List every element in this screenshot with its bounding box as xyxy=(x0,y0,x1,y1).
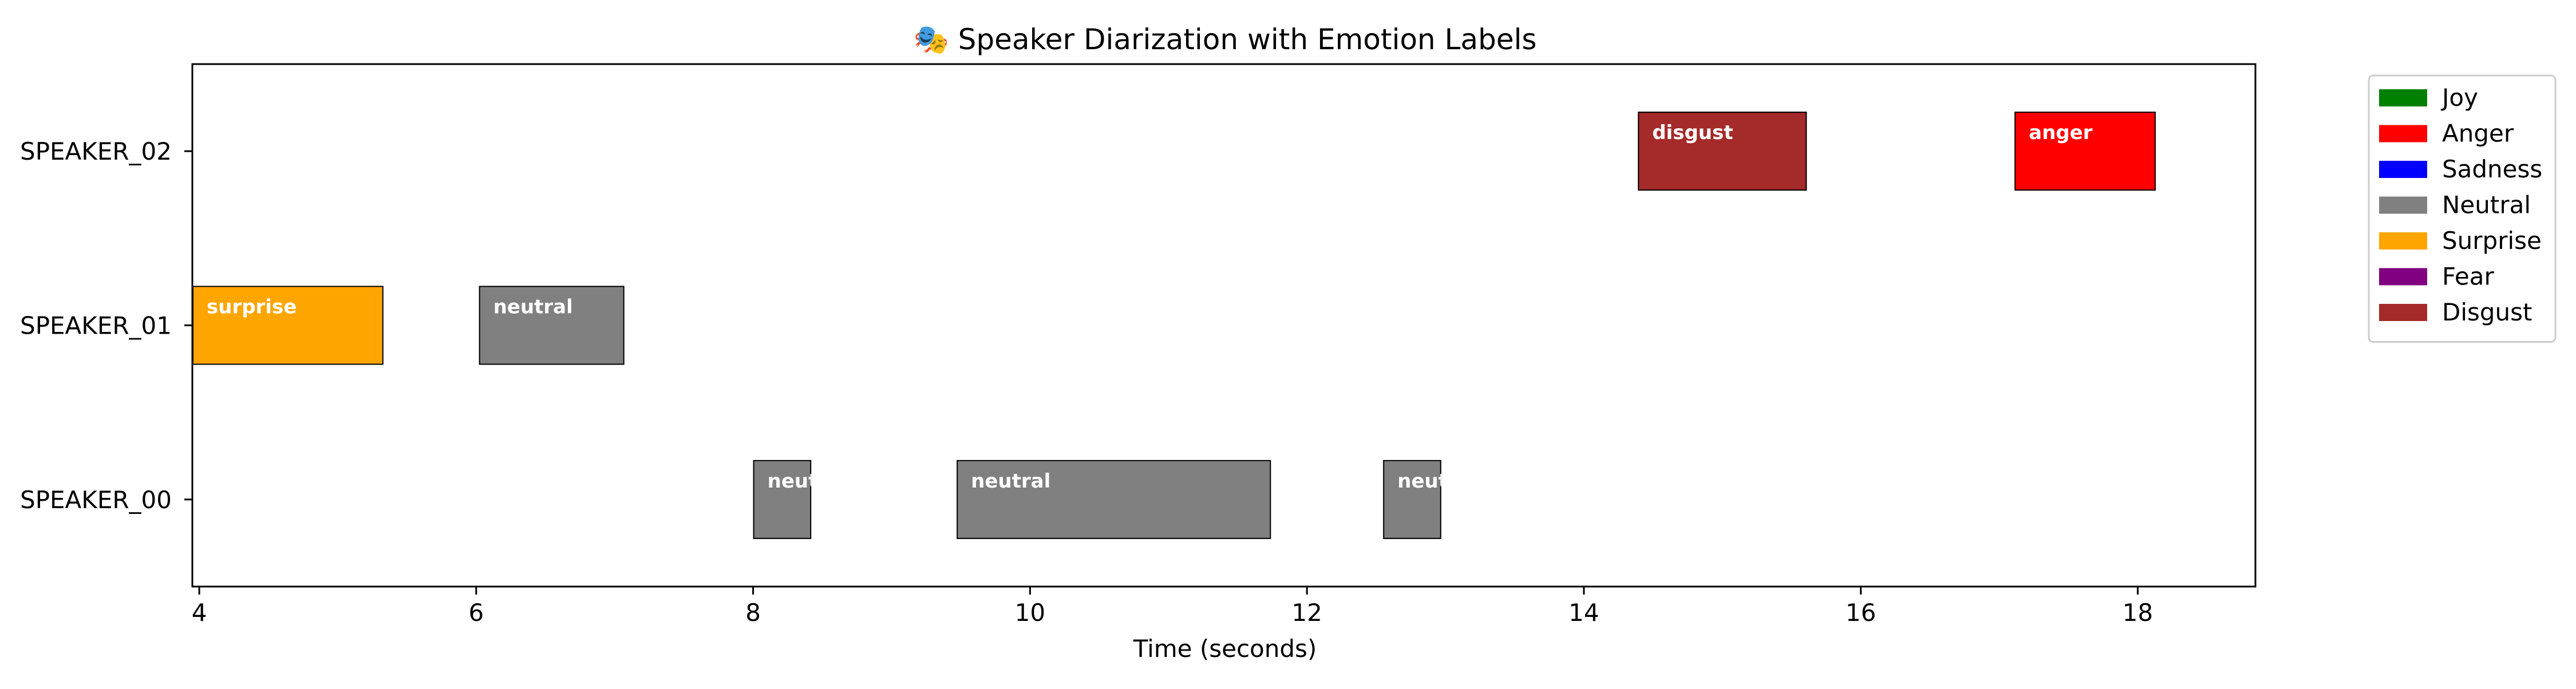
segment-bar-anger xyxy=(2014,112,2156,191)
x-tick-label: 8 xyxy=(745,599,761,627)
segment-label: surprise xyxy=(207,296,297,319)
y-tick-label: SPEAKER_02 xyxy=(20,137,172,165)
legend-swatch-surprise xyxy=(2379,232,2427,250)
y-tick-label: SPEAKER_00 xyxy=(20,486,172,514)
segment-group: disgust xyxy=(1638,112,1807,191)
segment-bar-disgust xyxy=(1638,112,1807,191)
segment-label: disgust xyxy=(1652,121,1733,144)
segment-group: surprise xyxy=(192,286,384,365)
legend: Joy Anger Sadness Neutral Surprise Fear Disgus… xyxy=(2368,74,2557,343)
segment-label: neutral xyxy=(971,470,1050,493)
segment-bar-surprise xyxy=(192,286,384,365)
chart-title: 🎭 Speaker Diarization with Emotion Label… xyxy=(914,23,1537,56)
segment-bar-neutral xyxy=(479,286,625,365)
legend-label-joy: Joy xyxy=(2440,84,2478,112)
x-tick-label: 12 xyxy=(1291,599,1322,627)
x-tick-label: 14 xyxy=(1568,599,1599,627)
legend-label-neutral: Neutral xyxy=(2442,191,2531,219)
legend-swatch-sadness xyxy=(2379,161,2427,178)
legend-swatch-joy xyxy=(2379,89,2427,106)
segment-group: neutral xyxy=(957,460,1271,539)
segment-label: anger xyxy=(2029,121,2093,144)
x-tick-label: 6 xyxy=(468,599,484,627)
legend-swatch-anger xyxy=(2379,125,2427,142)
x-tick-label: 18 xyxy=(2123,599,2153,627)
x-axis-label: Time (seconds) xyxy=(1133,635,1317,663)
segment-group: neutral xyxy=(479,286,625,365)
legend-label-disgust: Disgust xyxy=(2442,298,2532,326)
segment-label: neutral xyxy=(493,296,573,319)
x-tick-label: 4 xyxy=(192,599,207,627)
y-tick-label: SPEAKER_01 xyxy=(20,312,172,340)
segment-bar-neutral xyxy=(753,460,812,539)
legend-label-anger: Anger xyxy=(2442,120,2514,148)
segment-label: neutral xyxy=(768,470,847,493)
segment-group: anger xyxy=(2014,112,2156,191)
segment-group: neutral xyxy=(1383,460,1477,539)
segment-group: neutral xyxy=(753,460,847,539)
segment-bar-neutral xyxy=(1383,460,1441,539)
legend-swatch-fear xyxy=(2379,268,2427,286)
segment-label: neutral xyxy=(1397,470,1477,493)
legend-swatch-neutral xyxy=(2379,196,2427,214)
legend-label-sadness: Sadness xyxy=(2442,155,2542,183)
segments-layer: surprise neutral neutral neutral neutral disg… xyxy=(192,112,2156,539)
segment-bar-neutral xyxy=(957,460,1271,539)
legend-swatch-disgust xyxy=(2379,304,2427,321)
legend-label-fear: Fear xyxy=(2442,263,2494,291)
x-tick-label: 10 xyxy=(1015,599,1045,627)
legend-label-surprise: Surprise xyxy=(2442,227,2542,255)
x-tick-label: 16 xyxy=(1846,599,1876,627)
plot-area: surprise neutral neutral neutral neutral disg… xyxy=(20,63,2257,627)
